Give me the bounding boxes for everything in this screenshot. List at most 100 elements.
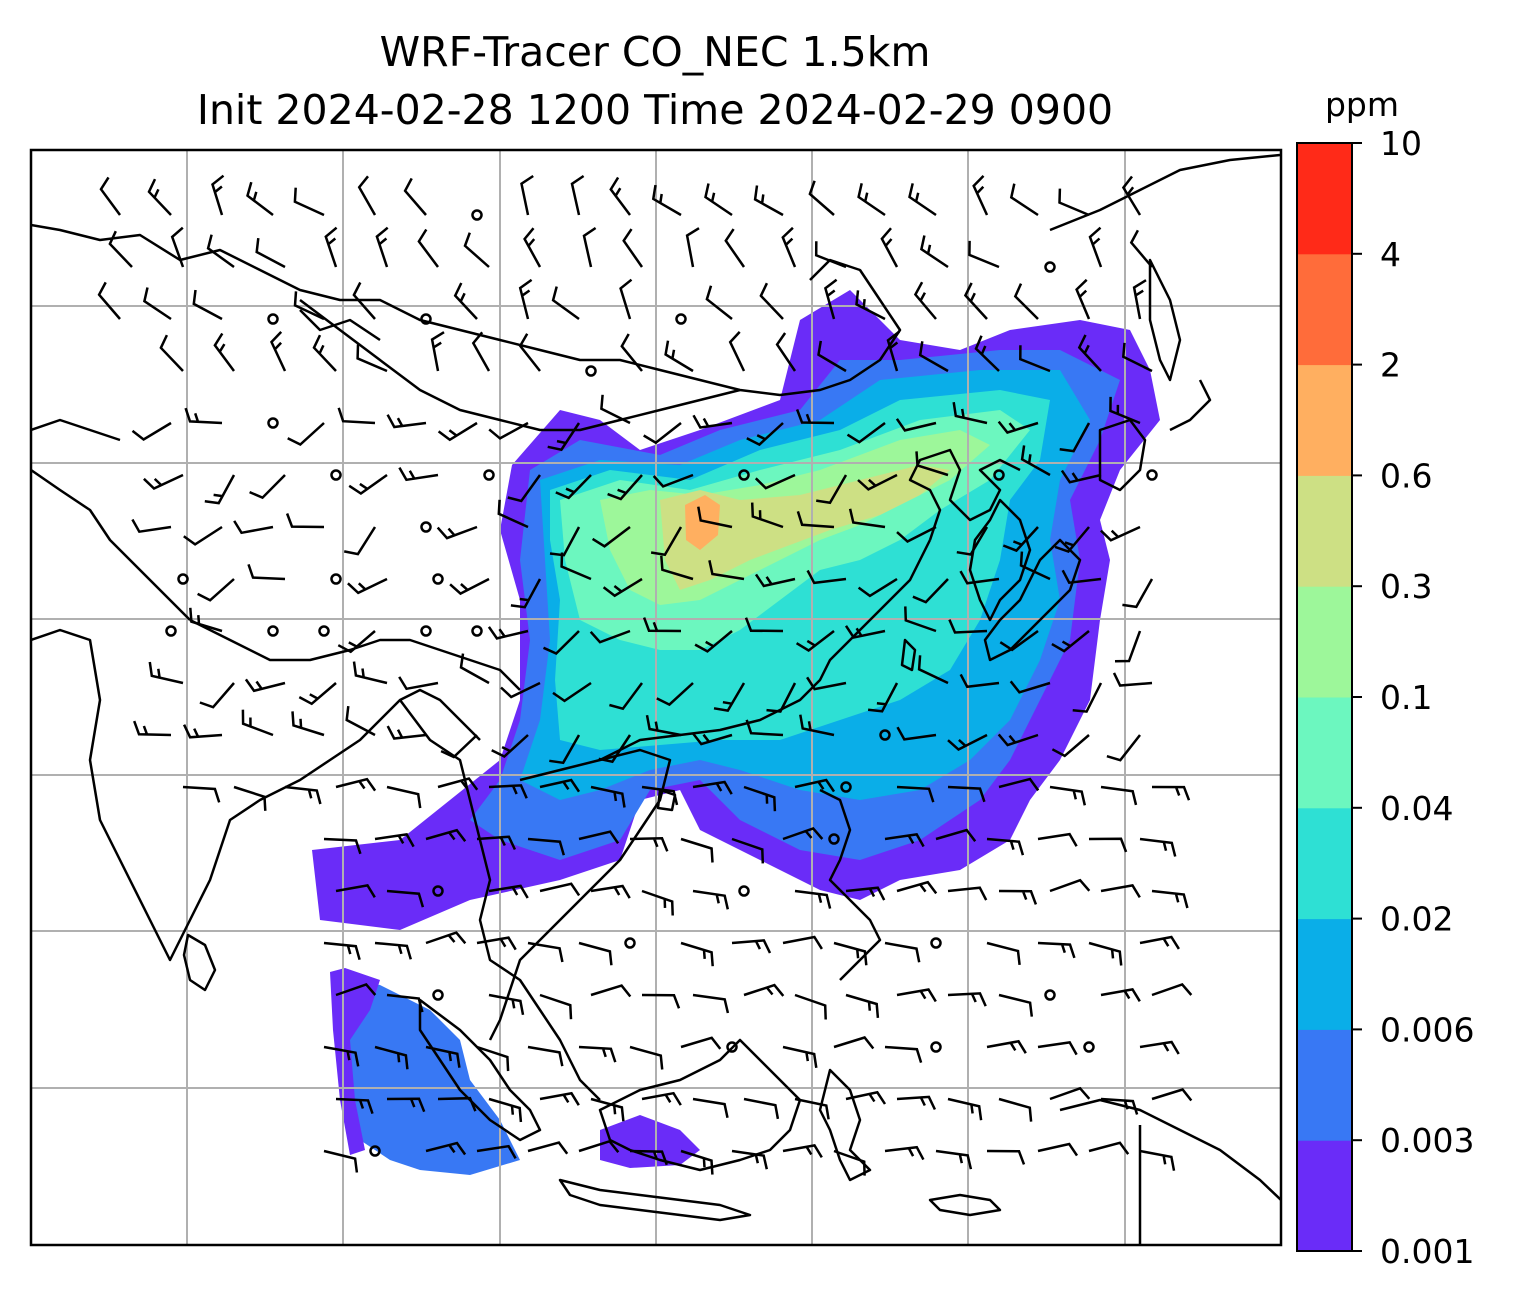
wind-barb	[436, 525, 478, 540]
wind-barb	[692, 889, 730, 910]
wind-barb	[284, 785, 322, 805]
wind-barb	[1049, 878, 1091, 893]
wind-barb	[643, 422, 682, 445]
wind-barb	[705, 285, 733, 320]
wind-barb	[855, 290, 886, 321]
wind-barb	[1106, 734, 1141, 762]
coast-borneo	[598, 1038, 802, 1172]
wind-barb	[650, 526, 683, 557]
wind-barb	[425, 1141, 467, 1156]
wind-barb	[1051, 630, 1090, 653]
colorbar-block	[1297, 475, 1352, 587]
coast-taiwan	[900, 638, 917, 672]
wind-barb	[1037, 832, 1078, 847]
wind-barb	[570, 174, 585, 216]
wind-barb	[255, 237, 286, 269]
wind-barb	[324, 226, 338, 268]
wind-barb	[986, 837, 1025, 856]
wind-barb	[986, 1149, 1026, 1165]
wind-barb	[131, 518, 172, 534]
wind-barb	[233, 785, 267, 811]
wind-barb	[948, 619, 988, 634]
calm-wind-marker	[420, 521, 432, 533]
wind-barb	[459, 653, 490, 685]
wind-barb	[374, 941, 413, 960]
wind-barb	[680, 1149, 714, 1175]
wind-barb	[199, 682, 235, 709]
wind-barb	[1139, 1040, 1180, 1055]
calm-wind-marker	[483, 469, 495, 481]
calm-wind-marker	[420, 313, 432, 325]
wind-barb	[896, 988, 937, 1003]
wind-barb	[270, 331, 287, 372]
border-mongolia	[299, 299, 741, 432]
wind-barb	[539, 1091, 580, 1106]
calm-wind-marker	[318, 625, 330, 637]
wind-barb	[386, 785, 422, 809]
calm-wind-marker	[624, 937, 636, 949]
calm-wind-marker	[675, 313, 687, 325]
wind-barb	[1139, 837, 1177, 857]
wind-barb	[192, 289, 223, 321]
wind-barb	[743, 1097, 780, 1120]
wind-barb	[782, 826, 824, 841]
wind-barb	[183, 525, 223, 546]
wind-barb	[131, 421, 172, 442]
calm-wind-marker	[165, 625, 177, 637]
wind-barbs	[97, 174, 1193, 1176]
wind-barb	[692, 414, 733, 429]
wind-barb	[743, 983, 785, 997]
wind-barb	[323, 941, 361, 961]
wind-barb	[753, 185, 784, 217]
wind-barb	[1013, 283, 1039, 320]
wind-barb	[403, 177, 427, 216]
wind-barb	[896, 525, 937, 544]
wind-barb	[775, 332, 797, 372]
wind-barb	[449, 577, 490, 596]
wind-barb	[1100, 525, 1141, 542]
wind-barb	[833, 941, 868, 966]
wind-barb	[293, 291, 325, 321]
wind-barb	[1054, 526, 1090, 553]
wind-barb	[1019, 551, 1051, 581]
wind-barb	[896, 785, 935, 803]
wind-barb	[754, 573, 796, 588]
wind-barb	[560, 552, 592, 581]
wind-barb	[487, 626, 529, 640]
wind-barb	[745, 719, 784, 737]
coast-philippines	[819, 788, 882, 981]
wind-barb	[1037, 1142, 1079, 1157]
wind-barb	[728, 331, 746, 372]
wind-barb	[794, 1097, 830, 1120]
wind-barb	[652, 473, 694, 488]
wind-barb	[159, 334, 184, 372]
wind-barb	[213, 332, 236, 372]
coast-hainan	[656, 788, 677, 812]
calm-wind-marker	[930, 1041, 942, 1053]
wind-barb	[645, 714, 682, 737]
field-patch-south	[335, 975, 520, 1175]
wind-barb	[935, 1149, 973, 1170]
wind-barb	[680, 941, 714, 967]
wind-barb	[857, 183, 886, 217]
wind-barb	[694, 630, 733, 653]
calm-wind-marker	[840, 781, 852, 793]
wind-barb	[518, 333, 541, 372]
wind-barb	[844, 625, 886, 639]
wind-barb	[609, 176, 631, 216]
wind-barb	[880, 227, 899, 268]
wind-barb	[241, 709, 274, 737]
wind-barb	[247, 563, 286, 581]
wind-barb	[590, 984, 632, 998]
wind-barb	[497, 499, 529, 529]
coast-srilanka	[182, 933, 217, 992]
calm-wind-marker	[420, 625, 432, 637]
calm-wind-marker	[432, 989, 444, 1001]
wind-barb	[746, 422, 784, 447]
wind-barb	[959, 570, 1000, 585]
wind-barb	[794, 778, 836, 793]
wind-barb	[959, 673, 1000, 689]
colorbar-block	[1297, 1029, 1352, 1141]
wind-barb	[1151, 785, 1191, 801]
